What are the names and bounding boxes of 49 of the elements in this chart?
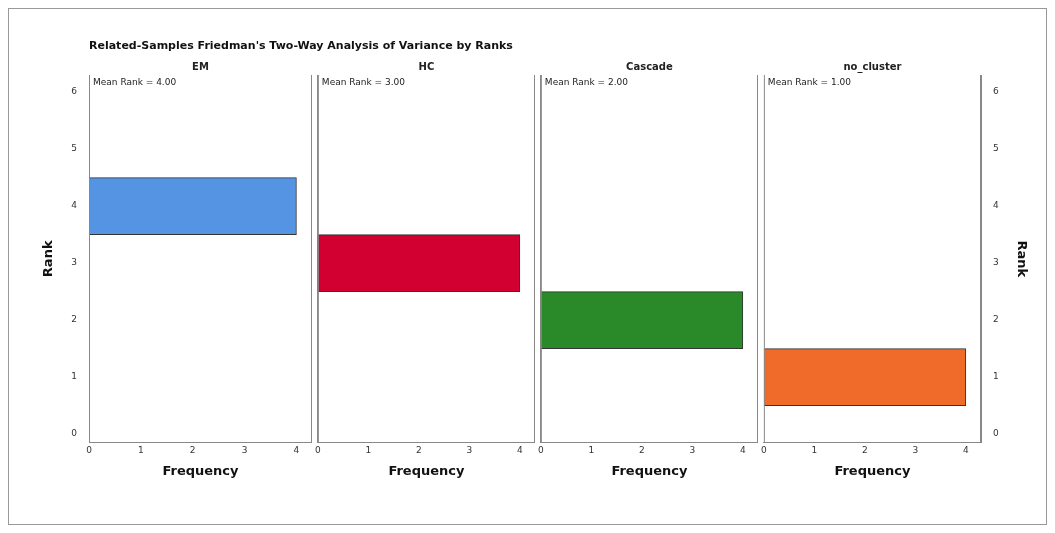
- y-tick-label: 0: [71, 428, 78, 439]
- x-tick-label: 3: [912, 445, 919, 456]
- x-tick-label: 0: [86, 445, 93, 456]
- annotation: Mean Rank = 1.00: [767, 76, 852, 87]
- y-axis-title: Rank: [40, 240, 56, 278]
- x-tick-label: 2: [861, 445, 868, 456]
- x-tick-label: 4: [962, 445, 969, 456]
- x-tick-label: 2: [638, 445, 645, 456]
- y-tick-label: 3: [993, 257, 999, 268]
- x-tick-label: 1: [811, 445, 818, 456]
- chart-subtitle: Cascade: [626, 60, 673, 72]
- x-tick-label: 1: [588, 445, 595, 456]
- x-axis-title: Frequency: [162, 462, 240, 478]
- y-tick-label: 6: [993, 86, 999, 97]
- y-tick-label: 5: [71, 143, 77, 154]
- y-tick-label: 4: [993, 200, 999, 211]
- x-tick-label: 0: [761, 445, 767, 456]
- x-tick-label: 0: [538, 445, 544, 456]
- x-tick-label: 3: [466, 445, 473, 456]
- x-tick-label: 0: [315, 445, 321, 456]
- chart-subtitle: HC: [418, 60, 435, 72]
- annotation: Mean Rank = 4.00: [93, 76, 177, 87]
- x-tick-label: 3: [689, 445, 696, 456]
- y-tick-label: 2: [993, 314, 999, 325]
- y-tick-label: 0: [993, 428, 999, 439]
- annotation: Mean Rank = 2.00: [544, 76, 629, 87]
- y-tick-label: 1: [71, 371, 77, 382]
- y-tick-label: 3: [71, 257, 77, 268]
- y-tick-label: 2: [71, 314, 77, 325]
- x-tick-label: 2: [415, 445, 422, 456]
- y-tick-label: 4: [71, 200, 78, 211]
- y-tick-label: 6: [71, 86, 78, 97]
- x-tick-label: 1: [137, 445, 144, 456]
- chart-subtitle: no_cluster: [843, 60, 902, 73]
- x-tick-label: 2: [189, 445, 196, 456]
- x-axis-title: Frequency: [388, 462, 465, 478]
- chart-subtitle: EM: [192, 60, 209, 72]
- x-tick-label: 4: [293, 445, 300, 456]
- y-axis-title: Rank: [1014, 240, 1030, 278]
- x-tick-label: 1: [365, 445, 372, 456]
- y-tick-label: 5: [993, 143, 999, 154]
- x-axis-title: Frequency: [834, 462, 911, 478]
- x-axis-title: Frequency: [611, 462, 688, 478]
- annotation: Mean Rank = 3.00: [321, 76, 406, 87]
- x-tick-label: 3: [241, 445, 248, 456]
- y-tick-label: 1: [993, 371, 999, 382]
- chart-title: Related-Samples Friedman's Two-Way Analysis of Variance by Ranks: [89, 39, 513, 52]
- x-tick-label: 4: [739, 445, 746, 456]
- x-tick-label: 4: [516, 445, 523, 456]
